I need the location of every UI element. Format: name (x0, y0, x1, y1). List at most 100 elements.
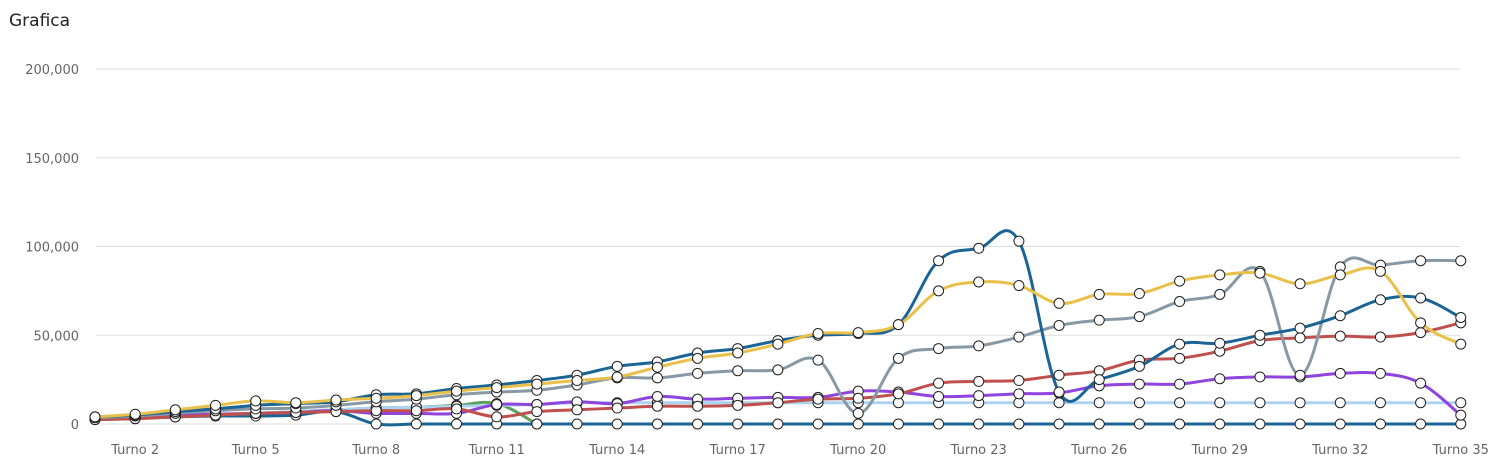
data-point[interactable] (1334, 418, 1346, 430)
data-point[interactable] (1415, 418, 1427, 430)
data-point[interactable] (772, 364, 784, 376)
data-point[interactable] (1174, 352, 1186, 364)
data-point[interactable] (732, 418, 744, 430)
data-point[interactable] (1374, 418, 1386, 430)
data-point[interactable] (1053, 369, 1065, 381)
data-point[interactable] (611, 360, 623, 372)
data-point[interactable] (1294, 322, 1306, 334)
data-point[interactable] (370, 392, 382, 404)
data-point[interactable] (1133, 360, 1145, 372)
data-point[interactable] (892, 418, 904, 430)
data-point[interactable] (611, 418, 623, 430)
data-point[interactable] (571, 375, 583, 387)
data-point[interactable] (1093, 374, 1105, 386)
data-point[interactable] (1254, 397, 1266, 409)
data-point[interactable] (973, 340, 985, 352)
data-point[interactable] (1455, 397, 1467, 409)
data-point[interactable] (732, 399, 744, 411)
data-point[interactable] (451, 418, 463, 430)
data-point[interactable] (1093, 397, 1105, 409)
data-point[interactable] (973, 276, 985, 288)
data-point[interactable] (1334, 269, 1346, 281)
data-point[interactable] (491, 411, 503, 423)
data-point[interactable] (129, 408, 141, 420)
data-point[interactable] (330, 394, 342, 406)
data-point[interactable] (732, 347, 744, 359)
data-point[interactable] (692, 418, 704, 430)
data-point[interactable] (1013, 235, 1025, 247)
data-point[interactable] (370, 418, 382, 430)
data-point[interactable] (1013, 280, 1025, 292)
data-point[interactable] (651, 400, 663, 412)
data-point[interactable] (651, 372, 663, 384)
data-point[interactable] (1214, 397, 1226, 409)
data-point[interactable] (1374, 367, 1386, 379)
data-point[interactable] (531, 378, 543, 390)
data-point[interactable] (772, 397, 784, 409)
data-point[interactable] (1374, 397, 1386, 409)
data-point[interactable] (491, 382, 503, 394)
data-point[interactable] (933, 285, 945, 297)
data-point[interactable] (571, 404, 583, 416)
data-point[interactable] (692, 352, 704, 364)
data-point[interactable] (973, 375, 985, 387)
data-point[interactable] (1334, 367, 1346, 379)
data-point[interactable] (892, 388, 904, 400)
data-point[interactable] (1415, 397, 1427, 409)
data-point[interactable] (1294, 369, 1306, 381)
data-point[interactable] (451, 385, 463, 397)
data-point[interactable] (1053, 297, 1065, 309)
data-point[interactable] (852, 392, 864, 404)
data-point[interactable] (531, 406, 543, 418)
data-point[interactable] (1334, 397, 1346, 409)
data-point[interactable] (1174, 418, 1186, 430)
data-point[interactable] (1254, 371, 1266, 383)
data-point[interactable] (852, 418, 864, 430)
data-point[interactable] (933, 390, 945, 402)
data-point[interactable] (611, 402, 623, 414)
data-point[interactable] (1133, 397, 1145, 409)
data-point[interactable] (571, 418, 583, 430)
data-point[interactable] (1254, 329, 1266, 341)
data-point[interactable] (732, 365, 744, 377)
data-point[interactable] (1374, 331, 1386, 343)
data-point[interactable] (1415, 255, 1427, 267)
data-point[interactable] (1334, 310, 1346, 322)
data-point[interactable] (1174, 275, 1186, 287)
data-point[interactable] (1294, 332, 1306, 344)
data-point[interactable] (933, 255, 945, 267)
data-point[interactable] (651, 390, 663, 402)
data-point[interactable] (290, 397, 302, 409)
data-point[interactable] (852, 327, 864, 339)
data-point[interactable] (1455, 255, 1467, 267)
data-point[interactable] (1053, 319, 1065, 331)
data-point[interactable] (1053, 386, 1065, 398)
data-point[interactable] (410, 405, 422, 417)
data-point[interactable] (812, 418, 824, 430)
data-point[interactable] (1415, 377, 1427, 389)
data-point[interactable] (1133, 378, 1145, 390)
data-point[interactable] (933, 377, 945, 389)
data-point[interactable] (1214, 288, 1226, 300)
data-point[interactable] (892, 319, 904, 331)
data-point[interactable] (451, 403, 463, 415)
data-point[interactable] (1093, 418, 1105, 430)
data-point[interactable] (812, 393, 824, 405)
data-point[interactable] (772, 418, 784, 430)
data-point[interactable] (1294, 397, 1306, 409)
data-point[interactable] (1133, 418, 1145, 430)
data-point[interactable] (1174, 397, 1186, 409)
data-point[interactable] (1415, 292, 1427, 304)
data-point[interactable] (1294, 418, 1306, 430)
data-point[interactable] (772, 338, 784, 350)
data-point[interactable] (1455, 312, 1467, 323)
data-point[interactable] (1415, 327, 1427, 339)
data-point[interactable] (1254, 418, 1266, 430)
data-point[interactable] (892, 352, 904, 364)
data-point[interactable] (1174, 296, 1186, 308)
data-point[interactable] (1013, 388, 1025, 400)
data-point[interactable] (1133, 311, 1145, 323)
data-point[interactable] (611, 371, 623, 383)
data-point[interactable] (89, 411, 101, 423)
data-point[interactable] (1093, 288, 1105, 300)
